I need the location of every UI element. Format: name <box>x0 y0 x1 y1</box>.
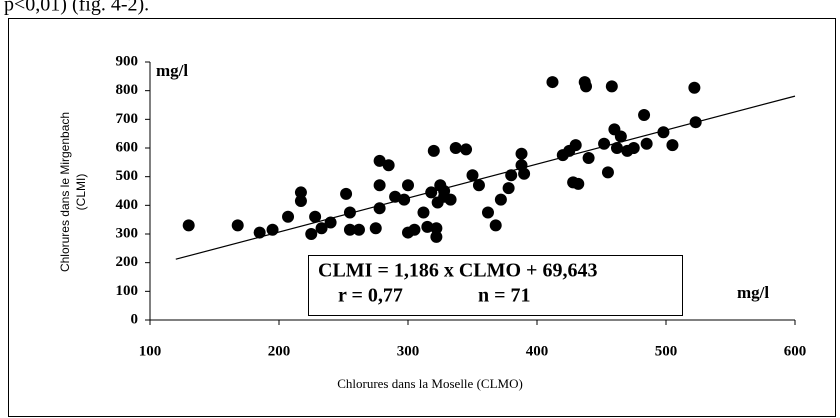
point <box>657 126 670 139</box>
point <box>515 147 528 160</box>
chart-frame <box>8 18 836 417</box>
point <box>502 182 515 195</box>
point <box>282 210 295 223</box>
point <box>305 228 318 240</box>
point <box>373 179 386 192</box>
point <box>449 142 462 154</box>
point <box>489 219 502 232</box>
point <box>580 80 593 93</box>
y-tick-label: 200 <box>116 254 139 270</box>
point <box>309 210 322 223</box>
point <box>294 195 307 208</box>
point <box>430 230 443 243</box>
y-tick-label: 300 <box>116 225 139 241</box>
point <box>472 179 485 192</box>
point <box>638 109 651 122</box>
point <box>505 169 518 182</box>
y-axis-label: Chlorures dans le Mirgenbach <box>58 112 72 272</box>
point <box>417 206 430 219</box>
point <box>340 187 353 200</box>
point <box>466 169 479 182</box>
point <box>610 142 623 154</box>
point <box>402 179 414 192</box>
point <box>315 222 328 235</box>
point <box>343 223 356 236</box>
point <box>614 130 627 143</box>
y-tick-label: 0 <box>131 311 139 327</box>
point <box>627 142 640 154</box>
point <box>182 219 195 232</box>
point <box>343 206 356 219</box>
point <box>253 226 266 239</box>
point <box>601 166 614 179</box>
point <box>598 137 611 150</box>
point <box>425 186 438 199</box>
point <box>582 152 595 165</box>
x-tick-label: 400 <box>526 343 549 359</box>
point <box>689 116 702 129</box>
x-unit: mg/l <box>737 283 769 302</box>
point <box>266 223 279 236</box>
point <box>324 216 337 229</box>
y-tick-label: 400 <box>116 197 139 213</box>
point <box>294 186 307 199</box>
point <box>430 222 443 235</box>
equation-box <box>308 255 683 316</box>
point <box>382 159 395 172</box>
point <box>373 202 386 215</box>
point <box>231 219 244 232</box>
y-tick-label: 900 <box>116 53 139 69</box>
y-tick-label: 600 <box>116 139 139 155</box>
point <box>518 167 531 180</box>
point <box>398 193 411 206</box>
y-unit: mg/l <box>156 61 188 80</box>
point <box>666 139 679 152</box>
x-tick-label: 300 <box>397 343 420 359</box>
point <box>494 193 507 206</box>
point <box>481 206 494 219</box>
point <box>605 80 618 93</box>
y-tick-label: 700 <box>116 111 139 127</box>
point <box>389 190 402 203</box>
point <box>572 177 585 190</box>
point <box>408 223 421 236</box>
x-tick-label: 100 <box>139 343 162 359</box>
trend-line <box>175 95 796 260</box>
x-tick-label: 200 <box>268 343 291 359</box>
y-tick-label: 500 <box>116 168 139 184</box>
r-value: r = 0,77 <box>338 285 403 307</box>
n-value: n = 71 <box>478 285 531 307</box>
x-tick-label: 500 <box>655 343 678 359</box>
y-axis-label: (CLMI) <box>74 174 88 211</box>
point <box>352 223 365 236</box>
point <box>369 222 382 235</box>
x-tick-label: 600 <box>784 343 807 359</box>
point <box>460 143 473 156</box>
point <box>688 81 701 94</box>
equation: CLMI = 1,186 x CLMO + 69,643 <box>318 260 597 282</box>
point <box>427 144 440 157</box>
y-tick-label: 100 <box>116 283 139 299</box>
point <box>373 154 386 167</box>
point <box>444 193 457 206</box>
point <box>421 220 434 233</box>
point <box>569 139 582 152</box>
body-text-fragment: p<0,01) (fig. 4-2). <box>4 0 149 16</box>
y-tick-label: 800 <box>116 82 139 98</box>
point <box>546 76 559 89</box>
x-axis-label: Chlorures dans la Moselle (CLMO) <box>337 376 523 391</box>
point <box>640 137 653 150</box>
